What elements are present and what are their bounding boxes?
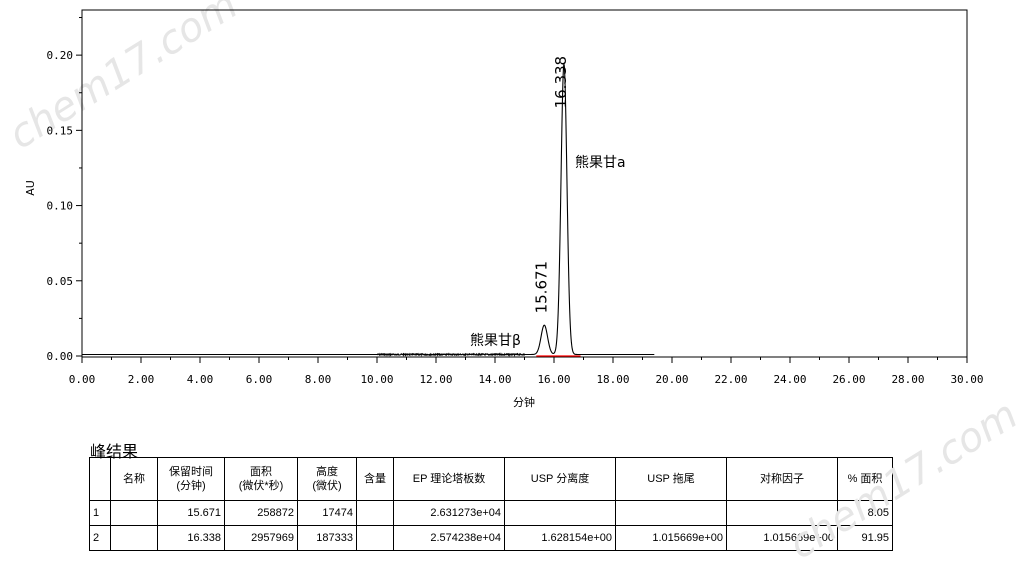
peak-rt-label: 16.338 (552, 56, 570, 109)
table-header-cell: % 面积 (837, 457, 893, 501)
chromatogram-svg: chem17.com 0.00 0.05 0.10 0.15 0.20 0.00 2.00… (1, 0, 984, 409)
x-tick-label: 20.00 (655, 373, 688, 386)
y-axis-title: AU (24, 180, 37, 196)
table-header-cell: 名称 (110, 457, 158, 501)
y-tick-label: 0.05 (47, 275, 74, 288)
x-axis-title: 分钟 (513, 395, 535, 409)
table-header-cell: USP 分离度 (504, 457, 616, 501)
watermark-text: chem17.com (1, 0, 246, 158)
x-tick-label: 24.00 (773, 373, 806, 386)
x-tick-label: 2.00 (128, 373, 155, 386)
table-cell (356, 500, 394, 526)
table-cell: 16.338 (157, 525, 225, 551)
x-tick-label: 28.00 (891, 373, 924, 386)
y-tick-label: 0.10 (47, 200, 74, 213)
chromatogram-trace (82, 64, 655, 357)
x-tick-label: 18.00 (596, 373, 629, 386)
x-axis-ticks: 0.00 2.00 4.00 6.00 8.00 10.00 12.00 14.00 16.00… (69, 357, 984, 386)
table-cell: 2.574238e+04 (393, 525, 505, 551)
y-axis-ticks: 0.00 0.05 0.10 0.15 0.20 (47, 17, 82, 363)
table-cell: 2957969 (224, 525, 298, 551)
chromatogram-series (82, 64, 655, 357)
table-cell: 91.95 (837, 525, 893, 551)
x-tick-label: 16.00 (537, 373, 570, 386)
table-cell (504, 500, 616, 526)
table-header-cell: 面积 (微伏*秒) (224, 457, 298, 501)
table-row: 2 16.338 2957969 187333 2.574238e+04 1.628154… (89, 525, 893, 551)
x-tick-label: 10.00 (360, 373, 393, 386)
table-header-cell: EP 理论塔板数 (393, 457, 505, 501)
x-tick-label: 6.00 (246, 373, 273, 386)
x-tick-label: 14.00 (478, 373, 511, 386)
x-tick-label: 0.00 (69, 373, 96, 386)
table-cell (726, 500, 838, 526)
table-cell: 2.631273e+04 (393, 500, 505, 526)
plot-frame (81, 9, 968, 358)
table-header-row: 名称 保留时间 (分钟) 面积 (微伏*秒) 高度 (微伏) 含量 EP 理论塔板数 USP… (89, 457, 893, 501)
y-tick-label: 0.15 (47, 124, 74, 137)
y-tick-label: 0.20 (47, 49, 74, 62)
table-header-cell (89, 457, 111, 501)
x-tick-label: 26.00 (832, 373, 865, 386)
x-tick-label: 30.00 (950, 373, 983, 386)
table-body: 1 15.671 258872 17474 2.631273e+04 8.05 2 16.33… (89, 500, 893, 551)
table-header-cell: 保留时间 (分钟) (157, 457, 225, 501)
table-header-cell: USP 拖尾 (615, 457, 727, 501)
table-cell: 258872 (224, 500, 298, 526)
y-tick-label: 0.00 (47, 350, 74, 363)
table-cell: 1 (89, 500, 111, 526)
table-cell (110, 500, 158, 526)
x-tick-label: 12.00 (419, 373, 452, 386)
table-cell: 17474 (297, 500, 357, 526)
table-row: 1 15.671 258872 17474 2.631273e+04 8.05 (89, 500, 893, 526)
peak-name-label: 熊果甘a (575, 155, 626, 171)
peak-results-table: 名称 保留时间 (分钟) 面积 (微伏*秒) 高度 (微伏) 含量 EP 理论塔板数 USP… (89, 457, 893, 551)
peak-labels: 15.671 熊果甘β 16.338 熊果甘a (470, 56, 626, 349)
table-cell: 1.628154e+00 (504, 525, 616, 551)
table-cell: 1.015669e+00 (726, 525, 838, 551)
table-cell (110, 525, 158, 551)
table-cell: 15.671 (157, 500, 225, 526)
x-tick-label: 22.00 (714, 373, 747, 386)
table-header-cell: 高度 (微伏) (297, 457, 357, 501)
x-tick-label: 4.00 (187, 373, 214, 386)
table-header-cell: 对称因子 (726, 457, 838, 501)
table-header-cell: 含量 (356, 457, 394, 501)
chromatogram-chart: chem17.com 0.00 0.05 0.10 0.15 0.20 0.00 2.00… (1, 0, 984, 409)
table-cell: 1.015669e+00 (615, 525, 727, 551)
table-cell (615, 500, 727, 526)
results-title: 峰结果 (90, 442, 139, 461)
table-cell: 187333 (297, 525, 357, 551)
x-tick-label: 8.00 (305, 373, 332, 386)
peak-name-label: 熊果甘β (470, 333, 521, 349)
table-cell: 8.05 (837, 500, 893, 526)
peak-rt-label: 15.671 (532, 261, 550, 314)
table-cell: 2 (89, 525, 111, 551)
table-cell (356, 525, 394, 551)
